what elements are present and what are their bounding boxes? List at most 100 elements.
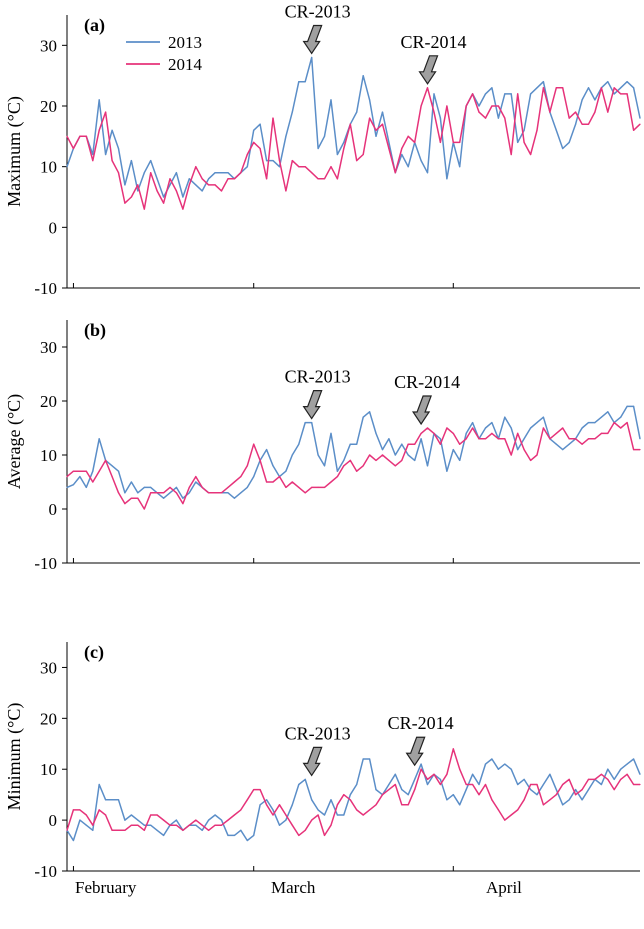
y-tick-label: 10	[40, 158, 57, 177]
data-point	[459, 443, 461, 445]
data-point	[240, 809, 242, 811]
data-point	[323, 465, 326, 467]
data-point	[195, 166, 197, 168]
data-point	[195, 476, 197, 478]
data-point	[562, 427, 564, 429]
data-point	[381, 794, 384, 796]
data-point	[356, 443, 358, 445]
data-point	[105, 799, 107, 801]
data-point	[369, 758, 371, 760]
data-point	[381, 111, 384, 113]
data-point	[536, 129, 538, 131]
data-point	[143, 208, 145, 210]
data-point	[613, 93, 615, 95]
data-point	[349, 794, 351, 796]
data-point	[639, 438, 641, 440]
data-point	[208, 184, 210, 186]
data-point	[182, 503, 184, 505]
data-point	[607, 768, 609, 770]
data-point	[414, 778, 416, 781]
data-point	[246, 166, 248, 168]
data-point	[426, 87, 429, 89]
data-point	[433, 432, 435, 434]
data-point	[504, 93, 506, 95]
data-point	[497, 117, 499, 119]
y-tick-label: -10	[34, 279, 57, 298]
data-point	[465, 438, 467, 440]
data-point	[369, 809, 371, 811]
data-point	[375, 135, 377, 137]
data-point	[150, 492, 152, 494]
data-point	[349, 799, 351, 801]
data-point	[375, 432, 377, 434]
data-point	[478, 438, 480, 440]
y-axis-label: Maximum (°C)	[4, 96, 25, 207]
data-point	[278, 166, 281, 168]
data-point	[323, 834, 326, 837]
data-point	[124, 829, 126, 831]
data-point	[137, 497, 139, 499]
data-point	[523, 438, 525, 440]
data-point	[439, 778, 441, 781]
data-point	[523, 778, 525, 781]
data-point	[240, 172, 242, 174]
data-point	[253, 476, 255, 478]
data-point	[626, 405, 628, 407]
data-point	[156, 492, 158, 494]
data-point	[607, 81, 609, 83]
data-point	[504, 438, 506, 440]
data-point	[356, 809, 358, 811]
data-point	[317, 486, 319, 488]
data-point	[633, 758, 635, 760]
data-point	[182, 829, 184, 831]
data-point	[517, 449, 519, 451]
data-point	[156, 178, 158, 180]
data-point	[317, 178, 319, 180]
panel-3: -10 0 10 20 30 February March April Minimum (°C)…	[4, 642, 641, 897]
data-point	[323, 814, 326, 816]
data-point	[201, 829, 203, 831]
data-point	[626, 422, 628, 424]
data-point	[330, 799, 332, 801]
data-point	[420, 432, 422, 434]
data-point	[639, 773, 641, 775]
data-point	[446, 799, 448, 801]
data-point	[175, 190, 177, 192]
data-point	[562, 449, 564, 451]
data-point	[414, 141, 416, 143]
data-point	[362, 153, 364, 156]
data-point	[227, 178, 229, 180]
data-point	[220, 492, 223, 494]
data-point	[208, 819, 210, 821]
data-point	[311, 819, 313, 821]
data-point	[92, 160, 94, 162]
data-point	[66, 486, 68, 488]
data-point	[484, 763, 487, 765]
data-point	[259, 459, 261, 461]
data-point	[336, 470, 338, 472]
data-point	[195, 481, 197, 483]
data-point	[459, 166, 461, 168]
data-point	[79, 819, 81, 821]
data-point	[259, 147, 261, 150]
data-point	[620, 768, 622, 770]
data-point	[626, 763, 628, 765]
data-point	[285, 135, 287, 137]
data-point	[169, 492, 171, 494]
y-tick-label: 0	[49, 811, 58, 830]
panel-label: (a)	[84, 15, 105, 36]
data-point	[156, 190, 158, 192]
data-point	[504, 416, 506, 418]
data-point	[439, 141, 441, 143]
data-point	[510, 427, 512, 429]
data-point	[233, 814, 235, 816]
data-point	[639, 117, 641, 119]
data-point	[472, 93, 474, 95]
data-point	[188, 492, 190, 494]
series-line-2013	[66, 758, 641, 842]
data-point	[66, 166, 68, 168]
down-arrow-icon	[302, 746, 323, 777]
data-point	[266, 799, 268, 801]
data-point	[581, 443, 583, 445]
